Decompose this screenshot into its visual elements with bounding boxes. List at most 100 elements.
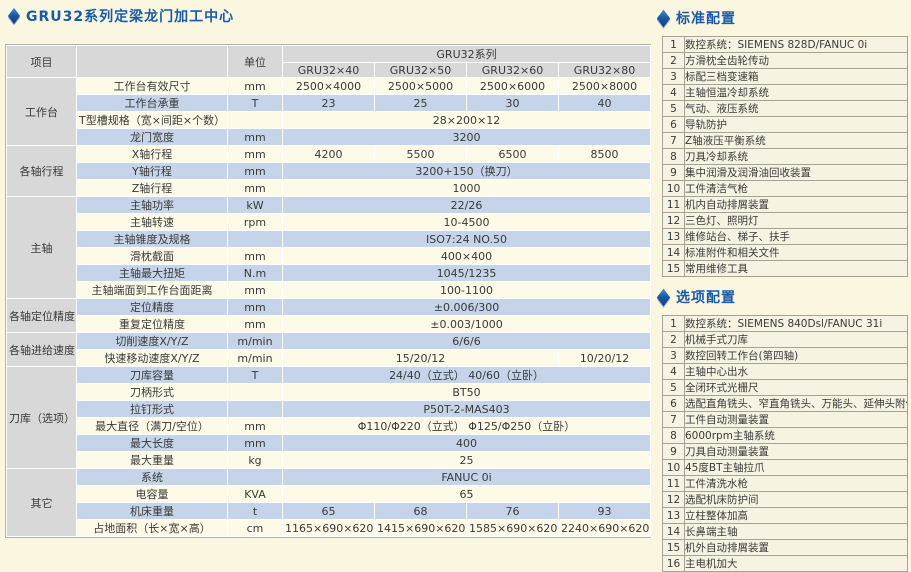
spec-unit-cell: mm: [227, 247, 283, 265]
config-item-row: 4 主轴中心出水: [662, 363, 908, 380]
group-label-cell: 刀库（选项）: [6, 366, 77, 469]
header-model-cell: GRU32×50: [374, 62, 467, 78]
config-item-row: 6 导轨防护: [662, 116, 908, 133]
spec-unit-cell: [227, 230, 283, 248]
group-label-cell: 各轴进给速度: [6, 332, 77, 367]
spec-header-row-1: 项目 单位 GRU32系列: [6, 45, 652, 78]
config-item-row: 9 集中润滑及润滑油回收装置: [662, 164, 908, 181]
spec-name-cell: 切削速度X/Y/Z: [76, 332, 228, 350]
spec-row: 主轴锥度及规格 ISO7:24 NO.50: [7, 230, 652, 248]
spec-name-cell: 最大重量: [76, 451, 228, 469]
spec-value-cell: 68: [374, 502, 467, 520]
spec-unit-cell: mm: [227, 434, 283, 452]
item-number-cell: 8: [662, 148, 685, 165]
item-number-cell: 12: [662, 212, 685, 229]
spec-row: 主轴 主轴功率 kW 22/26: [6, 196, 652, 299]
item-text-cell: 6000rpm主轴系统: [684, 427, 908, 444]
item-text-cell: 三色灯、照明灯: [684, 212, 908, 229]
spec-value-cell: 2500×8000: [557, 77, 652, 95]
spec-row: Z轴行程 mm 1000: [7, 179, 652, 197]
item-number-cell: 9: [662, 164, 685, 181]
item-number-cell: 6: [662, 116, 685, 133]
spec-unit-cell: rpm: [227, 213, 283, 231]
header-model-cell: GRU32×60: [466, 62, 559, 78]
standard-config-title: 标准配置: [656, 8, 908, 28]
spec-value-cell: 100-1100: [281, 281, 652, 299]
diamond-icon: [656, 9, 671, 27]
config-item-row: 14 长鼻端主轴: [662, 523, 908, 540]
config-item-row: 11 工件清洗水枪: [662, 475, 908, 492]
standard-config-title-text: 标准配置: [676, 11, 736, 27]
group-label-cell: 各轴行程: [6, 145, 77, 197]
spec-name-cell: 电容量: [76, 485, 228, 503]
config-item-row: 3 标配三档变速箱: [662, 68, 908, 85]
spec-name-cell: 主轴转速: [76, 213, 228, 231]
item-number-cell: 2: [662, 52, 685, 69]
spec-name-cell: 主轴锥度及规格: [76, 230, 228, 248]
config-item-row: 13 立柱整体加高: [662, 507, 908, 524]
standard-config-table: 1 数控系统：SIEMENS 828D/FANUC 0i 2 方滑枕全齿轮传动 3 标配三…: [662, 36, 908, 277]
spec-unit-cell: mm: [227, 179, 283, 197]
header-series-label: GRU32系列: [281, 45, 652, 63]
spec-unit-cell: mm: [227, 298, 283, 316]
spec-name-cell: 主轴端面到工作台面距离: [76, 281, 228, 299]
item-text-cell: 主轴恒温冷却系统: [684, 84, 908, 101]
spec-row: 主轴端面到工作台面距离 mm 100-1100: [7, 281, 652, 299]
config-item-row: 12 选配机床防护间: [662, 491, 908, 508]
item-number-cell: 9: [662, 443, 685, 460]
item-text-cell: 数控系统：SIEMENS 840Dsl/FANUC 31i: [684, 315, 908, 332]
spec-value-cell: 2500×4000: [282, 77, 375, 95]
item-text-cell: 维修站台、梯子、扶手: [684, 228, 908, 245]
spec-value-cell: 65: [282, 502, 375, 520]
config-item-row: 10 45度BT主轴拉爪: [662, 459, 908, 476]
item-number-cell: 5: [662, 100, 685, 117]
item-text-cell: 选配机床防护间: [684, 491, 908, 508]
item-text-cell: 刀具自动测量装置: [684, 443, 908, 460]
header-name-spacer: [76, 45, 228, 78]
spec-table-body: 工作台 工作台有效尺寸 mm 2500×4000 2500×5000 2500×6000 2…: [6, 77, 652, 537]
optional-config-title: 选项配置: [656, 287, 908, 307]
page-title-text: GRU32系列定梁龙门加工中心: [26, 9, 235, 25]
item-number-cell: 7: [662, 411, 685, 428]
config-item-row: 9 刀具自动测量装置: [662, 443, 908, 460]
spec-value-cell: 5500: [374, 145, 467, 163]
config-item-row: 1 数控系统：SIEMENS 840Dsl/FANUC 31i: [662, 315, 908, 332]
item-number-cell: 15: [662, 260, 685, 277]
config-item-row: 10 工件清洁气枪: [662, 180, 908, 197]
spec-row: 机床重量 t 65 68 76 93: [7, 502, 652, 520]
spec-value-cell: P50T-2-MAS403: [281, 400, 652, 418]
spec-unit-cell: [227, 383, 283, 401]
item-text-cell: 集中润滑及润滑油回收装置: [684, 164, 908, 181]
group-label-cell: 主轴: [6, 196, 77, 299]
spec-row: 刀柄形式 BT50: [7, 383, 652, 401]
spec-name-cell: 主轴功率: [76, 196, 228, 214]
spec-unit-cell: mm: [227, 77, 283, 95]
spec-name-cell: 占地面积（长×宽×高）: [76, 519, 228, 537]
item-text-cell: 数控系统：SIEMENS 828D/FANUC 0i: [684, 36, 908, 53]
config-panel: 标准配置 1 数控系统：SIEMENS 828D/FANUC 0i 2 方滑枕全齿轮传…: [656, 8, 908, 572]
spec-value-cell: 3200+150（换刀）: [281, 162, 652, 180]
spec-value-cell: 25: [374, 94, 467, 112]
spec-row: 各轴定位精度 定位精度 mm ±0.006/300: [6, 298, 652, 333]
spec-unit-cell: [227, 111, 283, 129]
spec-row: 最大长度 mm 400: [7, 434, 652, 452]
spec-value-cell: Φ110/Φ220（立式） Φ125/Φ250（立卧）: [281, 417, 652, 435]
item-text-cell: 立柱整体加高: [684, 507, 908, 524]
config-item-row: 7 工件自动测量装置: [662, 411, 908, 428]
item-number-cell: 10: [662, 180, 685, 197]
spec-row: 最大直径（满刀/空位） mm Φ110/Φ220（立式） Φ125/Φ250（立卧）: [7, 417, 652, 435]
spec-row: 滑枕截面 mm 400×400: [7, 247, 652, 265]
spec-row: 龙门宽度 mm 3200: [7, 128, 652, 146]
spec-name-cell: 重复定位精度: [76, 315, 228, 333]
spec-value-cell: ISO7:24 NO.50: [281, 230, 652, 248]
item-number-cell: 3: [662, 68, 685, 85]
spec-value-cell: 2240×690×620: [557, 519, 652, 537]
spec-value-cell: 1165×690×620: [282, 519, 375, 537]
spec-value-cell: 6500: [466, 145, 559, 163]
item-text-cell: 机外自动排屑装置: [684, 539, 908, 556]
config-item-row: 13 维修站台、梯子、扶手: [662, 228, 908, 245]
spec-unit-cell: mm: [227, 145, 283, 163]
spec-name-cell: 滑枕截面: [76, 247, 228, 265]
spec-value-cell: 22/26: [281, 196, 652, 214]
spec-value-cell: ±0.006/300: [281, 298, 652, 316]
